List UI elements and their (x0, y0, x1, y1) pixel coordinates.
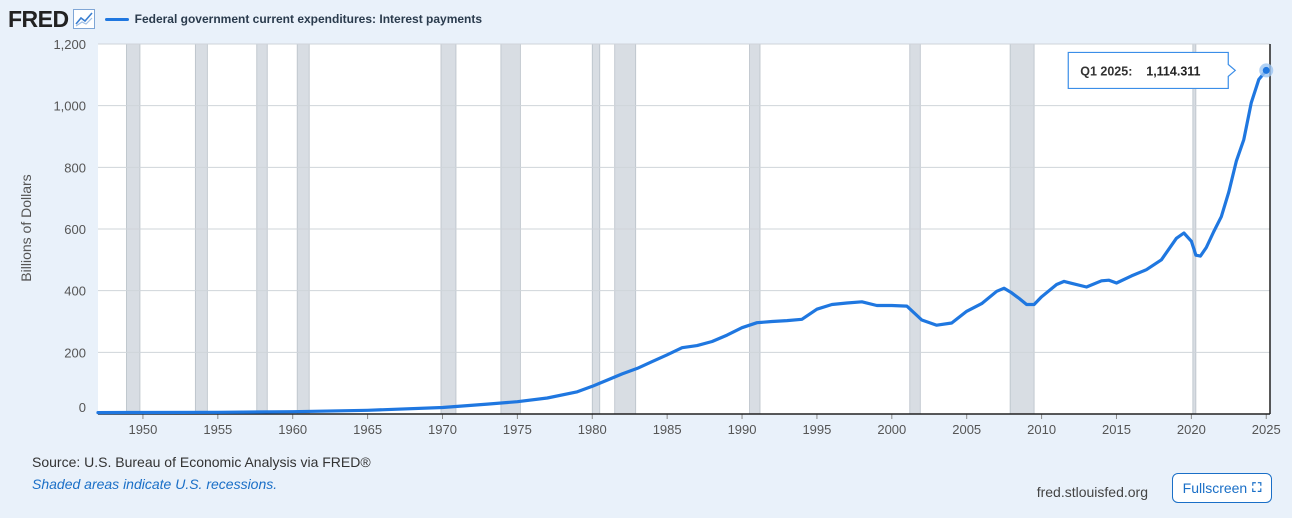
x-tick-label: 1965 (353, 422, 382, 437)
hover-point[interactable] (1262, 66, 1270, 74)
x-tick-label: 1975 (503, 422, 532, 437)
x-tick-label: 1985 (653, 422, 682, 437)
chart-area: 0 200 400 600 800 1,000 1,200 1950 1955 1960 1965 1… (0, 30, 1292, 450)
y-tick-label: 1,000 (53, 99, 86, 114)
recession-note: Shaded areas indicate U.S. recessions. (32, 476, 278, 492)
x-tick-label: 2015 (1102, 422, 1131, 437)
line-chart[interactable]: 0 200 400 600 800 1,000 1,200 1950 1955 1960 1965 1… (0, 30, 1292, 450)
x-tick-label: 2025 (1252, 422, 1281, 437)
x-tick-label: 1980 (578, 422, 607, 437)
y-tick-label: 400 (64, 284, 86, 299)
x-tick-label: 1950 (128, 422, 157, 437)
fred-logo[interactable]: FRED (8, 5, 69, 32)
x-tick-label: 2010 (1027, 422, 1056, 437)
y-tick-label: 800 (64, 160, 86, 175)
series-line[interactable] (96, 68, 1268, 415)
legend-swatch (104, 17, 129, 21)
x-tick-label: 1990 (728, 422, 757, 437)
y-tick-label: 600 (64, 222, 86, 237)
y-tick-label: 1,200 (53, 37, 86, 52)
tooltip-value: 1,114.311 (1146, 64, 1200, 78)
fullscreen-button[interactable]: Fullscreen ⛶ (1172, 473, 1272, 503)
x-tick-label: 2000 (877, 422, 906, 437)
legend-series-label: Federal government current expenditures:… (134, 12, 483, 26)
expand-icon: ⛶ (1252, 480, 1262, 495)
x-tick-label: 1970 (428, 422, 457, 437)
site-url[interactable]: fred.stlouisfed.org (1036, 484, 1148, 500)
chart-line-icon[interactable] (72, 9, 95, 29)
x-tick-label: 2005 (952, 422, 981, 437)
x-tick-label: 2020 (1177, 422, 1206, 437)
y-tick-label: 200 (64, 345, 86, 360)
x-tick-label: 1955 (203, 422, 232, 437)
source-note: Source: U.S. Bureau of Economic Analysis… (32, 454, 371, 470)
y-tick-label: 0 (79, 400, 86, 415)
chart-header: FRED Federal government current expendit… (8, 6, 482, 32)
x-tick-label: 1995 (802, 422, 831, 437)
fullscreen-label: Fullscreen (1182, 480, 1248, 496)
tooltip-box (1067, 51, 1237, 90)
tooltip-label: Q1 2025: (1080, 64, 1132, 78)
x-tick-label: 1960 (278, 422, 307, 437)
